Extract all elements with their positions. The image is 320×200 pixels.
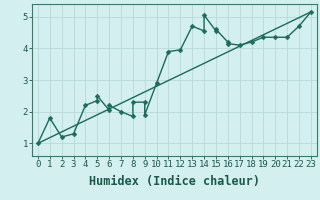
X-axis label: Humidex (Indice chaleur): Humidex (Indice chaleur)	[89, 175, 260, 188]
